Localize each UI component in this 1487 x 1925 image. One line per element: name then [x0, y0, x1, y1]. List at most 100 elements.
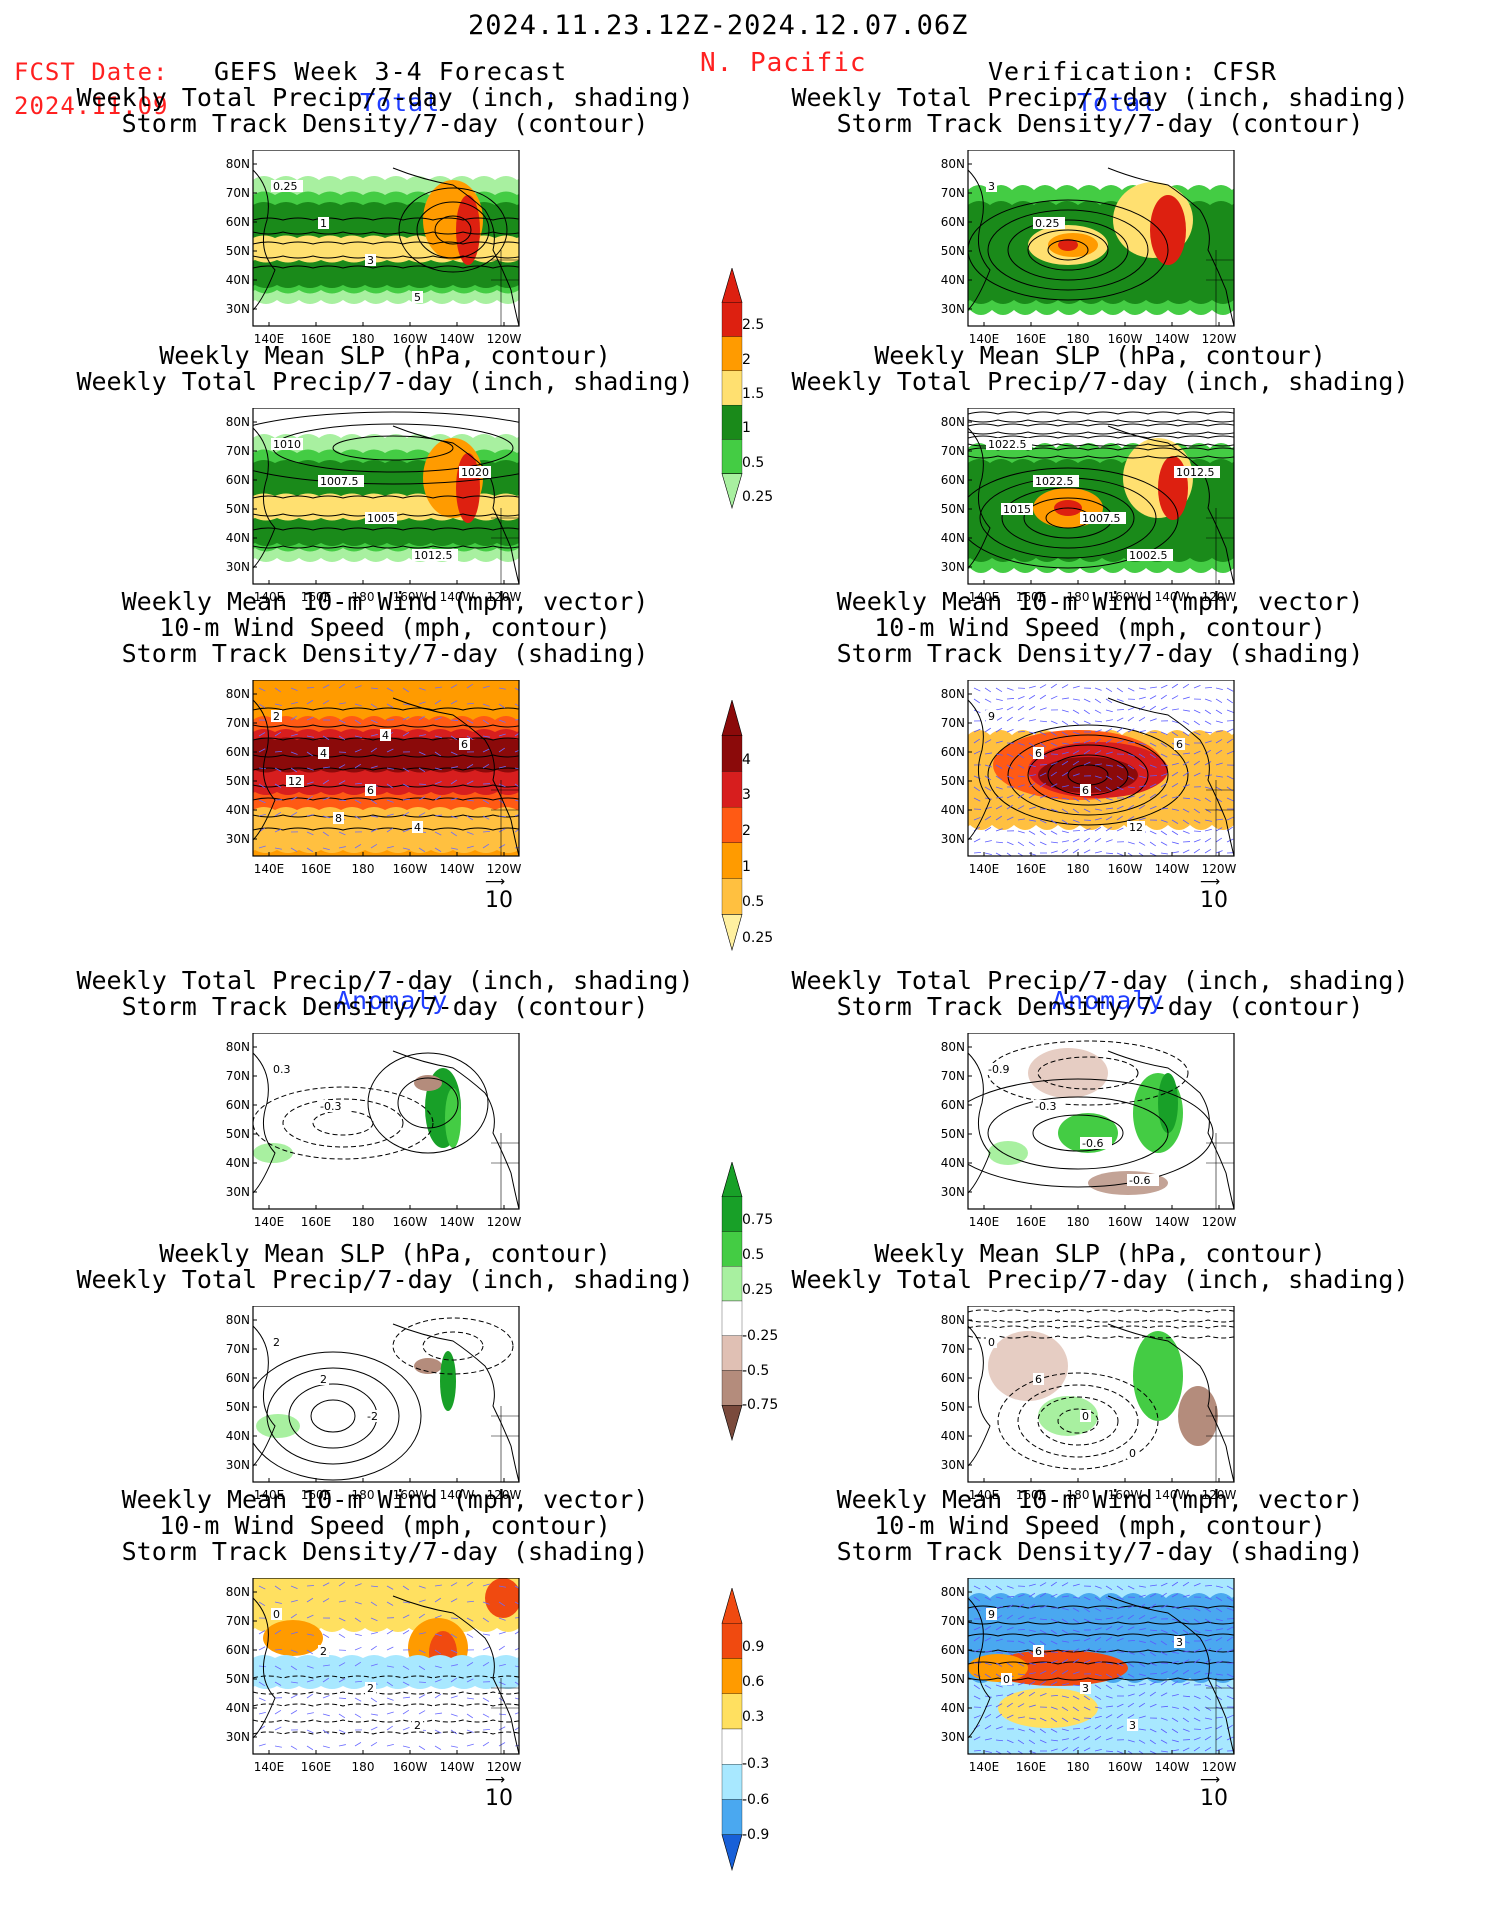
shading-blob [414, 1075, 442, 1091]
wind-vector [370, 703, 378, 709]
wind-vector [274, 1665, 282, 1670]
wind-vector [1193, 1658, 1201, 1664]
lat-tick-label: 50N [941, 1400, 965, 1414]
wind-vector [1171, 1706, 1179, 1709]
wind-vector [498, 1631, 506, 1635]
contour-line [968, 455, 1234, 459]
wind-vector [995, 1638, 1003, 1642]
colorbar-tick-label: 1 [742, 858, 751, 875]
lat-tick-label: 40N [941, 273, 965, 287]
wind-vector [1028, 764, 1036, 768]
wind-vector [1017, 1691, 1025, 1697]
wind-vector [322, 700, 330, 705]
wind-vector [1160, 742, 1168, 748]
contour-label: 5 [414, 291, 421, 304]
wind-vector [1215, 850, 1223, 854]
wind-vector [1017, 1682, 1025, 1686]
wind-vector [1017, 1673, 1025, 1676]
wind-vector [1006, 687, 1014, 691]
lat-tick-label: 80N [941, 687, 965, 701]
wind-vector [1061, 1640, 1069, 1643]
wind-vector [370, 734, 378, 737]
wind-vector [402, 783, 410, 788]
wind-vector [973, 698, 981, 704]
wind-vector [1094, 750, 1102, 755]
wind-vector [1039, 1692, 1047, 1697]
state-borders [491, 1678, 519, 1754]
panel-title-line: Storm Track Density/7-day (contour) [121, 109, 649, 138]
wind-vector [984, 852, 992, 855]
wind-vector [995, 727, 1003, 733]
colorbar-segment [721, 1764, 743, 1800]
wind-vector [482, 1697, 490, 1702]
lon-tick-label: 140E [969, 862, 1000, 876]
contour-line [1007, 219, 1129, 281]
coastline-asia [253, 169, 276, 311]
wind-vector [306, 1729, 314, 1734]
wind-vector [290, 1599, 298, 1603]
wind-vector [1105, 1705, 1113, 1708]
wind-vector [450, 751, 458, 756]
panel-title-line: Weekly Mean 10-m Wind (mph, vector) [121, 1485, 649, 1514]
wind-vector [1072, 786, 1081, 789]
wind-vector [984, 1650, 992, 1653]
wind-vector [482, 1741, 490, 1747]
wind-vector [418, 1681, 427, 1683]
wind-vector [1006, 1585, 1014, 1589]
lon-tick-label: 180 [352, 1215, 375, 1229]
contour-label: 12 [1129, 821, 1143, 834]
wind-vector [1127, 1739, 1135, 1743]
shading-blob [414, 1358, 442, 1374]
wind-vector [1226, 709, 1234, 713]
contour-label: 6 [1082, 784, 1089, 797]
lon-tick-label: 160E [301, 332, 332, 346]
contour-line [310, 1399, 356, 1433]
lon-tick-label: 160E [1016, 1760, 1047, 1774]
contour-line [398, 187, 508, 273]
wind-vector [1171, 808, 1179, 811]
wind-vector [1006, 1627, 1014, 1631]
wind-vector [1171, 1660, 1179, 1664]
lat-tick-label: 60N [226, 1371, 250, 1385]
wind-vector [1039, 694, 1047, 700]
lat-tick-label: 50N [226, 1400, 250, 1414]
wind-vector [434, 795, 442, 801]
wind-vector [402, 828, 410, 833]
wind-vector [995, 1673, 1003, 1679]
contour-line [253, 827, 519, 831]
wind-vector [386, 1601, 394, 1606]
wind-vector [973, 738, 981, 744]
lat-tick-label: 30N [941, 1185, 965, 1199]
wind-vector [984, 1684, 992, 1689]
wind-vector [1127, 1702, 1135, 1708]
wind-vector [1149, 705, 1157, 711]
verification-label: Verification: CFSR [988, 57, 1277, 86]
contour-label: 1 [320, 217, 327, 230]
lon-tick-label: 140E [254, 590, 285, 604]
wind-vector [1028, 1691, 1036, 1697]
contour-label-bg [459, 738, 470, 750]
wind-vector [1017, 1629, 1026, 1631]
wind-vector [274, 1601, 282, 1604]
wind-vector [973, 797, 981, 802]
wind-vector [370, 843, 378, 849]
contour-label-bg [1033, 475, 1079, 487]
panel-title-line: Storm Track Density/7-day (shading) [836, 1537, 1364, 1566]
date-range: 2024.11.23.12Z-2024.12.07.06Z [468, 10, 969, 41]
wind-vector [306, 751, 314, 757]
wind-vector [402, 811, 410, 817]
wind-vector [258, 1646, 266, 1651]
wind-vector [1006, 698, 1015, 700]
wind-vector [258, 687, 266, 692]
wind-vector [1149, 753, 1157, 759]
wind-vector [995, 687, 1003, 693]
panel-title-line: Weekly Total Precip/7-day (inch, shading… [76, 1265, 694, 1294]
colorbar-cap-bottom [721, 1404, 743, 1442]
wind-vector [1182, 808, 1190, 813]
contour-label-bg [986, 1336, 997, 1348]
lat-tick-label: 50N [226, 1672, 250, 1686]
wind-vector [1182, 752, 1190, 755]
wind-vector [1138, 841, 1146, 846]
wind-vector [973, 1636, 981, 1642]
wind-vector [1127, 728, 1135, 733]
